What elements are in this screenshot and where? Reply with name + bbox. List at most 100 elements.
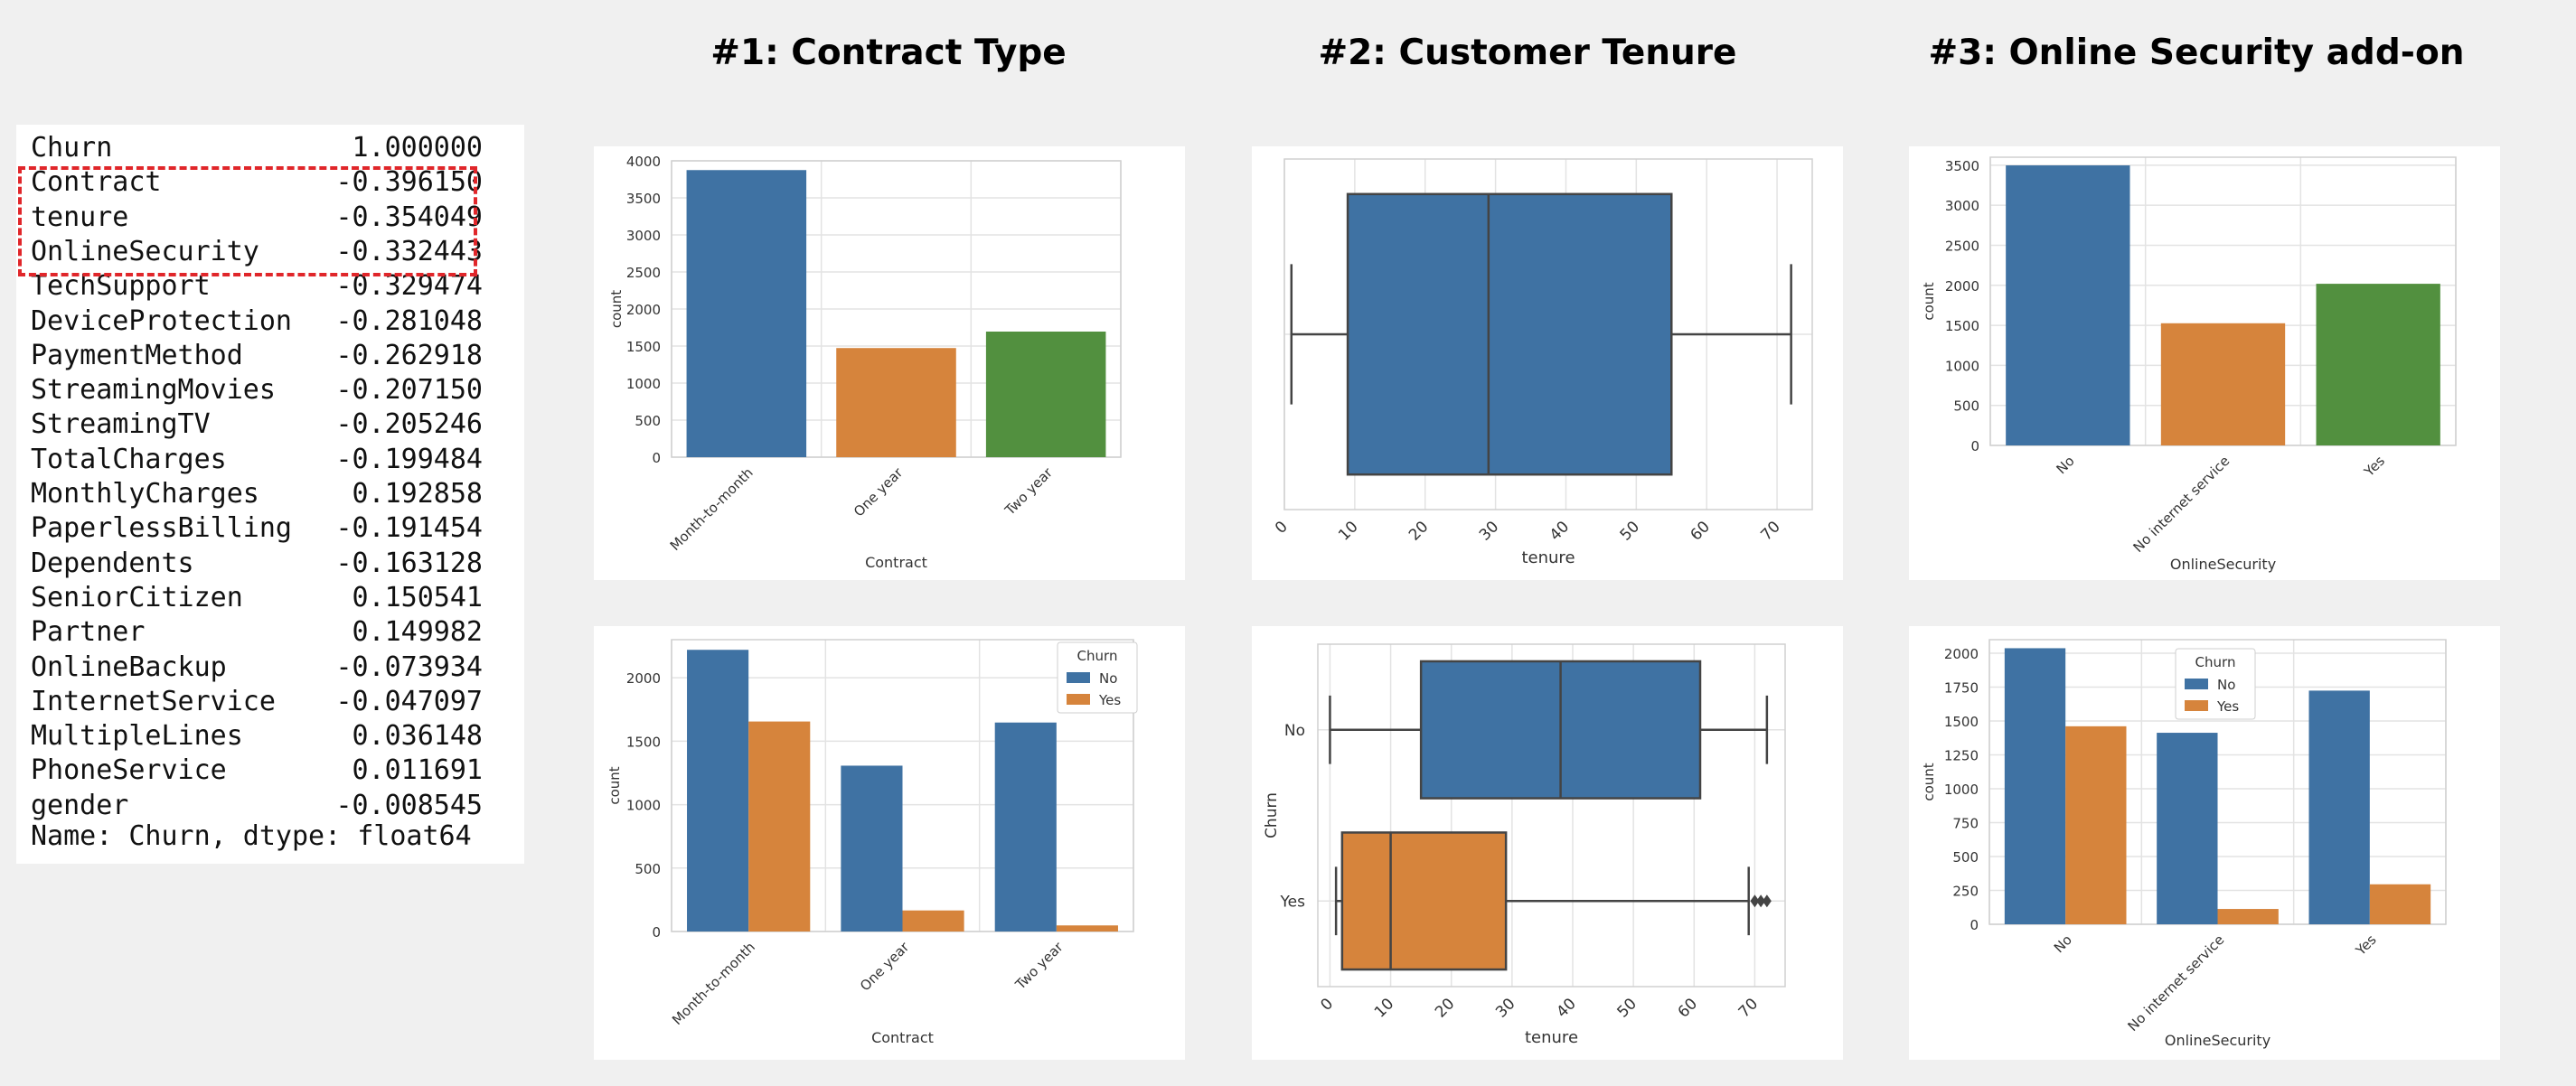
- y-tick-label: 4000: [626, 154, 661, 170]
- feature-name: Dependents: [31, 547, 194, 579]
- bar-0: [686, 170, 807, 457]
- correlation-value: 0.150541: [352, 581, 484, 613]
- plot-frame: [1283, 158, 1813, 510]
- bar-no-2: [994, 722, 1057, 932]
- feature-name: PhoneService: [31, 754, 227, 787]
- plot-frame: [1317, 643, 1786, 988]
- x-tick-label: 70: [1735, 995, 1762, 1021]
- correlation-row: PaperlessBilling -0.191454: [31, 512, 483, 547]
- x-tick-label: Two year: [1011, 939, 1067, 994]
- legend-title: Churn: [2195, 654, 2236, 670]
- y-axis-label: count: [608, 290, 625, 328]
- y-tick-label: Yes: [1280, 893, 1306, 911]
- correlation-row: PhoneService 0.011691: [31, 754, 483, 789]
- chart-svg: 0 500 1000 1500 2000 2500 3000 3500 No No interne…: [1921, 156, 2457, 573]
- feature-name: Contract: [31, 166, 162, 199]
- legend-label: No: [2217, 677, 2235, 693]
- chart-tenure-box: 0 10 20 30 40 50 60 70 tenure: [1252, 146, 1843, 580]
- legend-label: Yes: [2216, 698, 2239, 715]
- y-tick-label: 1000: [1945, 358, 1979, 374]
- y-tick-label: 2000: [626, 302, 661, 318]
- legend-swatch-no: [2185, 679, 2208, 689]
- correlation-value: -0.047097: [335, 685, 483, 717]
- x-axis-label: tenure: [1525, 1028, 1578, 1047]
- x-tick-label: One year: [857, 939, 913, 995]
- y-tick-label: 250: [1952, 884, 1979, 900]
- outlier-marker: [1756, 894, 1766, 908]
- x-tick-label: Yes: [2352, 932, 2380, 960]
- correlation-value: -0.073934: [335, 651, 483, 683]
- y-tick-label: 2000: [626, 670, 661, 687]
- y-axis-label: Churn: [1263, 792, 1281, 838]
- correlation-value: -0.396150: [335, 166, 483, 199]
- bar-1: [836, 348, 956, 457]
- bar-yes-2: [2369, 884, 2431, 924]
- y-tick-label: 0: [652, 924, 661, 941]
- x-tick-label: 30: [1492, 995, 1518, 1021]
- y-tick-label: 1000: [626, 376, 661, 392]
- x-axis-label: OnlineSecurity: [2165, 1032, 2270, 1049]
- correlation-value: -0.281048: [335, 304, 483, 337]
- y-tick-label: 750: [1952, 816, 1979, 832]
- chart-security-churn: 0 250 500 750 1000 1250 1500 1750 2000 No No inter…: [1909, 626, 2500, 1060]
- correlation-value: -0.207150: [335, 374, 483, 407]
- feature-name: MonthlyCharges: [31, 478, 259, 510]
- feature-name: gender: [31, 789, 129, 821]
- feature-name: PaymentMethod: [31, 339, 243, 371]
- x-tick-label: No: [2051, 932, 2075, 956]
- x-tick-label: 10: [1371, 995, 1397, 1021]
- legend-swatch-yes: [2185, 700, 2208, 711]
- heading-contract-type: #1: Contract Type: [710, 33, 1067, 73]
- chart-security-count: 0 500 1000 1500 2000 2500 3000 3500 No No interne…: [1909, 146, 2500, 580]
- feature-name: StreamingMovies: [31, 374, 276, 407]
- bar-0: [2006, 165, 2130, 445]
- chart-contract-count: 0 500 1000 1500 2000 2500 3000 3500 4000 Month-to…: [594, 146, 1185, 580]
- correlation-row: Contract -0.396150: [31, 166, 483, 201]
- correlation-row: MonthlyCharges 0.192858: [31, 478, 483, 512]
- x-tick-label: 40: [1553, 995, 1579, 1021]
- correlation-value: -0.262918: [335, 339, 483, 371]
- x-tick-label: Yes: [2360, 453, 2388, 481]
- feature-name: Partner: [31, 616, 146, 649]
- correlation-row: PaymentMethod -0.262918: [31, 340, 483, 374]
- y-tick-label: 500: [1952, 849, 1979, 866]
- bar-no-1: [2157, 733, 2218, 924]
- correlation-row: OnlineSecurity -0.332443: [31, 236, 483, 270]
- y-tick-label: 3000: [626, 228, 661, 244]
- correlation-row: Churn 1.000000: [31, 132, 483, 166]
- correlation-row: Dependents -0.163128: [31, 548, 483, 582]
- y-tick-label: 0: [1970, 438, 1979, 454]
- correlation-row: StreamingMovies -0.207150: [31, 374, 483, 408]
- correlation-value: -0.354049: [335, 201, 483, 233]
- y-tick-label: 2000: [1945, 278, 1979, 295]
- correlation-row: SeniorCitizen 0.150541: [31, 582, 483, 616]
- x-axis-label: Contract: [865, 554, 927, 571]
- x-tick-label: Month-to-month: [669, 939, 758, 1028]
- x-tick-label: 60: [1688, 518, 1714, 544]
- y-tick-label: 1500: [1944, 714, 1979, 730]
- box-iqr: [1346, 192, 1673, 476]
- x-tick-label: 20: [1432, 995, 1458, 1021]
- feature-name: SeniorCitizen: [31, 581, 243, 613]
- feature-name: TotalCharges: [31, 443, 227, 475]
- chart-svg: 0 10 20 30 40 50 60 70 No Yes tenure Churn: [1263, 643, 1786, 1047]
- correlation-row: tenure -0.354049: [31, 201, 483, 236]
- feature-name: InternetService: [31, 685, 276, 717]
- x-tick-label: 50: [1613, 995, 1640, 1021]
- y-tick-label: 1000: [626, 798, 661, 814]
- bar-no-0: [687, 650, 749, 932]
- chart-svg: 0 10 20 30 40 50 60 70 tenure: [1272, 158, 1813, 567]
- x-tick-label: 60: [1675, 995, 1701, 1021]
- x-tick-label: One year: [851, 464, 907, 520]
- correlation-value: -0.008545: [335, 789, 483, 821]
- legend-swatch-no: [1067, 672, 1090, 683]
- y-tick-label: 1500: [626, 734, 661, 750]
- y-tick-label: 3000: [1945, 198, 1979, 214]
- bar-2: [985, 332, 1106, 457]
- bar-2: [2316, 284, 2440, 445]
- correlation-row: DeviceProtection -0.281048: [31, 305, 483, 340]
- chart-svg: 0 250 500 750 1000 1250 1500 1750 2000 No No inter…: [1921, 639, 2447, 1049]
- y-tick-label: 2500: [626, 265, 661, 281]
- correlation-row: TotalCharges -0.199484: [31, 444, 483, 478]
- feature-name: MultipleLines: [31, 720, 243, 753]
